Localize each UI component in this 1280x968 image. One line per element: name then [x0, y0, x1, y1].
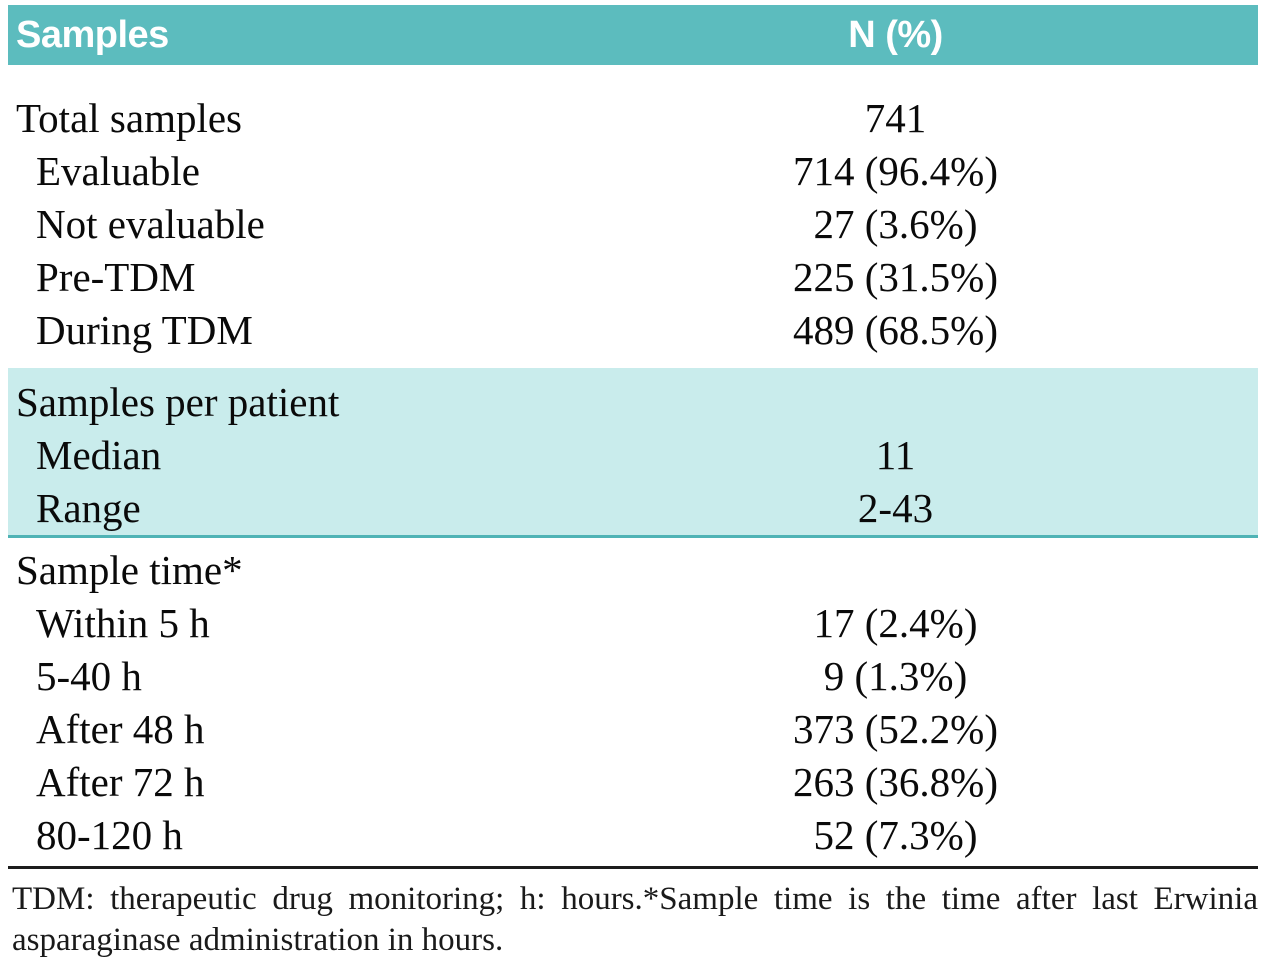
table-row: After 72 h 263 (36.8%) — [8, 756, 1258, 809]
row-label: Pre-TDM — [36, 254, 196, 300]
table-row: Not evaluable 27 (3.6%) — [8, 198, 1258, 251]
row-label: Total samples — [16, 95, 243, 141]
row-value: 2-43 — [857, 485, 934, 531]
table-row: Median 11 — [8, 429, 1258, 482]
row-label: 80-120 h — [36, 812, 183, 858]
table-header-samples: Samples — [16, 13, 169, 56]
table-section: Sample time* Within 5 h 17 (2.4%) 5-40 h 9 (… — [8, 538, 1258, 869]
table-row: Pre-TDM 225 (31.5%) — [8, 251, 1258, 304]
table-row: Range 2-43 — [8, 482, 1258, 535]
table-row: Evaluable 714 (96.4%) — [8, 145, 1258, 198]
table-row: Within 5 h 17 (2.4%) — [8, 597, 1258, 650]
row-value: 225 (31.5%) — [793, 254, 998, 300]
row-value: 9 (1.3%) — [823, 653, 968, 699]
row-value: 52 (7.3%) — [813, 812, 978, 858]
row-value — [533, 544, 1258, 597]
table-row: Total samples 741 — [8, 92, 1258, 145]
table-row: After 48 h 373 (52.2%) — [8, 703, 1258, 756]
row-value: 489 (68.5%) — [793, 307, 998, 353]
table-footnote: TDM: therapeutic drug monitoring; h: hou… — [12, 881, 1258, 958]
table-header-n-percent: N (%) — [848, 13, 943, 56]
table-row: 80-120 h 52 (7.3%) — [8, 809, 1258, 862]
row-label: Median — [36, 432, 162, 478]
row-label: After 48 h — [36, 706, 205, 752]
row-value: 714 (96.4%) — [793, 148, 998, 194]
row-label: Sample time* — [16, 547, 243, 593]
table-header-row: Samples N (%) — [8, 5, 1258, 65]
row-label: After 72 h — [36, 759, 205, 805]
row-label: Not evaluable — [36, 201, 265, 247]
row-label: Range — [36, 485, 141, 531]
row-value: 11 — [875, 432, 916, 478]
row-value: 17 (2.4%) — [813, 600, 978, 646]
row-value: 373 (52.2%) — [793, 706, 998, 752]
row-label: 5-40 h — [36, 653, 142, 699]
table-body: Total samples 741 Evaluable 714 (96.4%) Not … — [8, 65, 1258, 869]
table-row: During TDM 489 (68.5%) — [8, 304, 1258, 357]
row-label: Within 5 h — [36, 600, 210, 646]
row-value — [533, 376, 1258, 429]
row-label: During TDM — [36, 307, 253, 353]
table-row: 5-40 h 9 (1.3%) — [8, 650, 1258, 703]
row-value: 263 (36.8%) — [793, 759, 998, 805]
table-row: Samples per patient — [8, 376, 1258, 429]
samples-table: Samples N (%) Total samples 741 Evaluable 7… — [8, 5, 1258, 961]
table-section: Samples per patient Median 11 Range 2-43 — [8, 368, 1258, 538]
row-value: 741 — [864, 95, 927, 141]
table-section: Total samples 741 Evaluable 714 (96.4%) Not … — [8, 65, 1258, 361]
row-value: 27 (3.6%) — [813, 201, 978, 247]
row-label: Samples per patient — [16, 379, 340, 425]
row-label: Evaluable — [36, 148, 200, 194]
table-row: Sample time* — [8, 544, 1258, 597]
